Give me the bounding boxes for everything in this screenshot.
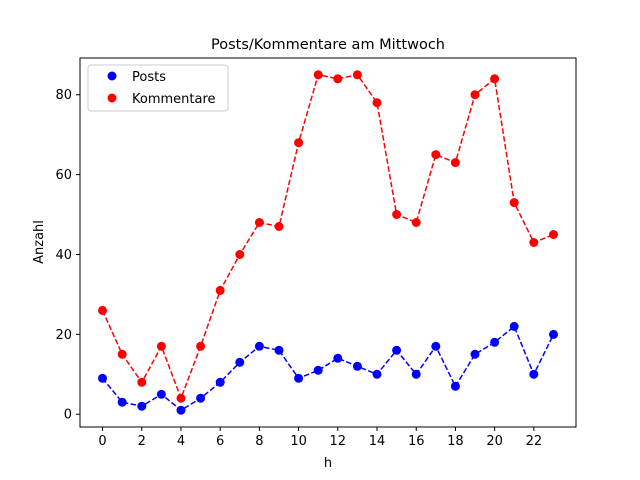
- data-point-posts: [156, 389, 166, 399]
- x-tick-label: 10: [290, 434, 307, 449]
- data-point-posts: [98, 373, 107, 383]
- data-point-kommentare: [98, 305, 107, 315]
- data-point-posts: [117, 397, 127, 407]
- x-axis-ticks: 0 2 4 6 8 10 12 14 16 18 20 22: [98, 427, 542, 449]
- data-point-posts: [274, 345, 284, 355]
- data-point-posts: [254, 341, 264, 351]
- x-tick-label: 0: [98, 434, 106, 449]
- data-point-posts: [196, 393, 206, 403]
- data-point-posts: [215, 377, 225, 387]
- data-point-kommentare: [274, 222, 284, 231]
- data-point-kommentare: [431, 150, 441, 160]
- data-point-posts: [549, 329, 558, 339]
- data-point-posts: [294, 373, 304, 383]
- legend: Posts Kommentare: [87, 64, 229, 112]
- data-point-posts: [490, 337, 500, 347]
- plot-area: [80, 58, 576, 427]
- data-point-posts: [333, 353, 343, 363]
- data-point-kommentare: [333, 74, 343, 84]
- x-tick-label: 16: [408, 434, 425, 449]
- data-point-posts: [235, 357, 245, 367]
- y-axis-ticks: 0 20 40 60 80: [55, 88, 80, 423]
- legend-box: [87, 64, 229, 112]
- data-point-kommentare: [450, 158, 460, 168]
- data-point-posts: [176, 405, 186, 415]
- y-tick-label: 80: [55, 88, 72, 103]
- data-point-kommentare: [352, 70, 362, 80]
- y-tick-label: 60: [55, 168, 72, 183]
- data-point-posts: [392, 345, 402, 355]
- y-tick-label: 40: [55, 248, 72, 263]
- data-point-posts: [137, 401, 147, 411]
- data-point-kommentare: [313, 70, 323, 80]
- x-axis-label: h: [324, 456, 332, 471]
- series-layer: [98, 70, 558, 415]
- data-point-kommentare: [196, 341, 206, 351]
- data-point-posts: [470, 349, 480, 359]
- data-point-posts: [529, 369, 539, 379]
- data-point-posts: [431, 341, 441, 351]
- legend-label-posts: Posts: [132, 70, 166, 85]
- x-tick-label: 18: [447, 434, 464, 449]
- data-point-posts: [352, 361, 362, 371]
- x-tick-label: 8: [255, 434, 263, 449]
- data-point-posts: [313, 365, 323, 375]
- data-point-kommentare: [470, 90, 480, 100]
- x-tick-label: 4: [177, 434, 185, 449]
- y-tick-label: 20: [55, 328, 72, 343]
- data-point-kommentare: [137, 377, 147, 387]
- x-tick-label: 14: [369, 434, 386, 449]
- data-point-kommentare: [254, 218, 264, 227]
- x-tick-label: 2: [138, 434, 146, 449]
- data-point-posts: [372, 369, 382, 379]
- data-point-kommentare: [156, 341, 166, 351]
- data-point-posts: [509, 321, 519, 331]
- x-tick-label: 6: [216, 434, 224, 449]
- data-point-kommentare: [529, 238, 539, 247]
- data-point-kommentare: [176, 393, 186, 403]
- data-point-kommentare: [117, 349, 127, 359]
- data-point-kommentare: [235, 250, 245, 259]
- axes-frame: [79, 57, 577, 428]
- data-point-kommentare: [509, 198, 519, 208]
- x-tick-label: 22: [526, 434, 543, 449]
- series-line-kommentare: [101, 73, 554, 401]
- data-point-kommentare: [549, 230, 558, 239]
- y-axis-label: Anzahl: [32, 220, 47, 264]
- data-point-kommentare: [392, 210, 402, 219]
- data-point-kommentare: [215, 285, 225, 295]
- legend-marker-kommentare: [107, 93, 117, 103]
- data-point-posts: [411, 369, 421, 379]
- y-tick-label: 0: [64, 408, 72, 423]
- data-point-kommentare: [490, 74, 500, 84]
- x-tick-label: 12: [330, 434, 347, 449]
- data-point-kommentare: [294, 138, 304, 148]
- x-tick-label: 20: [486, 434, 503, 449]
- data-point-kommentare: [411, 218, 421, 227]
- legend-label-kommentare: Kommentare: [132, 92, 216, 107]
- data-point-posts: [450, 381, 460, 391]
- data-point-kommentare: [372, 98, 382, 108]
- chart-title: Posts/Kommentare am Mittwoch: [211, 37, 445, 53]
- legend-marker-posts: [107, 71, 117, 81]
